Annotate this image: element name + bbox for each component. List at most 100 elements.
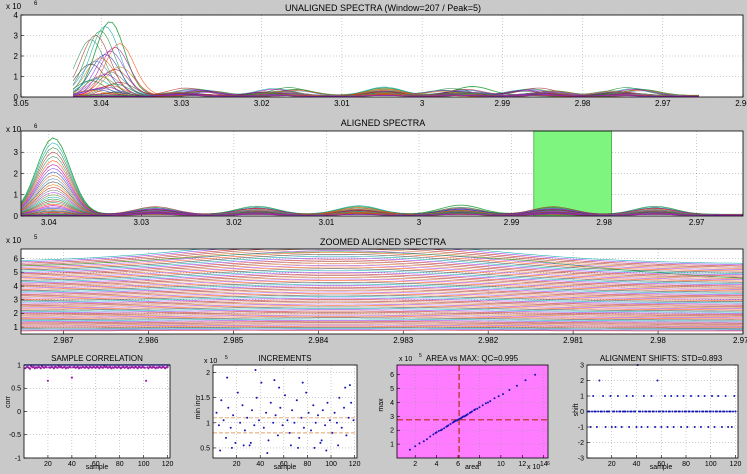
correlation-point — [45, 366, 48, 369]
shifts-plot-area: 20 40 60 80 100 120 -3 -2 -1 0 1 2 3 — [578, 362, 742, 468]
increments-point — [297, 446, 299, 449]
area-vs-max-point — [460, 417, 463, 420]
area-vs-max-panel: AREA vs MAX: QC=0.995 x 10 5 x 10 6 area… — [378, 353, 550, 471]
alignment-shifts-point — [609, 395, 612, 397]
increments-point — [307, 411, 310, 414]
increments-point — [220, 399, 223, 402]
zoomed-series-line — [21, 328, 743, 330]
increments-point — [291, 409, 294, 412]
increments-point — [319, 441, 322, 444]
unaligned-axes-frame — [20, 14, 744, 98]
alignment-shifts-point — [688, 410, 691, 413]
alignment-shifts-point — [642, 395, 645, 397]
increments-point — [217, 424, 220, 427]
increments-point — [251, 409, 253, 412]
aligned-ytick-label: 3 — [14, 148, 19, 157]
alignment-shifts-ytick-label: 0 — [580, 409, 584, 416]
area-vs-max-xtick-label: 6 — [456, 461, 460, 468]
alignment-shifts-point — [670, 395, 673, 397]
zoomed-series-line — [20, 259, 744, 277]
zoomed-exponent-power: 5 — [34, 235, 38, 241]
zoomed-series-line — [21, 313, 743, 317]
unaligned-xtick-label: 3 — [420, 99, 425, 108]
alignment-shifts-point — [649, 410, 652, 413]
increments-point — [227, 406, 230, 409]
unaligned-xtick-label: 2.99 — [495, 99, 511, 108]
alignment-shifts-point — [652, 410, 655, 413]
alignment-shifts-point — [640, 426, 643, 428]
increments-point — [289, 444, 292, 447]
alignment-shifts-xtick-label: 60 — [657, 461, 665, 468]
alignment-shifts-point — [595, 426, 598, 428]
zoomed-series-line — [20, 251, 744, 279]
alignment-shifts-xtick-label: 40 — [633, 461, 641, 468]
increments-point — [305, 391, 308, 394]
increments-point — [343, 406, 345, 409]
alignment-shifts-point — [734, 410, 737, 413]
alignment-shifts-point — [592, 395, 595, 397]
zoomed-ytick-label: 3 — [14, 296, 19, 305]
aligned-ytick-label: 2 — [14, 169, 19, 178]
zoomed-ytick-label: 5 — [14, 268, 19, 277]
increments-point — [348, 384, 351, 387]
increments-xlabel: sample — [274, 464, 297, 471]
shifts-title: ALIGNMENT SHIFTS: STD=0.893 — [600, 354, 723, 363]
alignment-shifts-point — [591, 410, 593, 413]
alignment-shifts-point — [717, 395, 720, 397]
zoomed-series-line — [21, 330, 743, 332]
zoomed-series-line — [20, 318, 743, 322]
alignment-shifts-point — [693, 426, 696, 428]
aligned-ytick-label: 1 — [14, 191, 19, 200]
increments-point — [314, 421, 317, 424]
correlation-xtick-label: 20 — [44, 461, 52, 468]
alignment-shifts-xtick-label: 100 — [705, 461, 717, 468]
alignment-shifts-point — [628, 426, 631, 428]
unaligned-xtick-label: 2.98 — [575, 99, 591, 108]
zoomed-series-line — [21, 270, 743, 284]
zoomed-series-line — [20, 275, 743, 288]
area-vs-max-point — [493, 397, 496, 400]
alignment-shifts-point — [619, 410, 622, 413]
area-vs-max-point — [481, 404, 484, 407]
alignment-shifts-point — [600, 410, 603, 413]
aligned-xtick-label: 2.97 — [689, 218, 705, 227]
increments-point — [300, 416, 303, 419]
area-vs-max-point — [408, 448, 411, 451]
alignment-shifts-point — [713, 426, 716, 428]
unaligned-series-line — [73, 94, 699, 97]
shifts-ylabel: shift — [573, 404, 580, 417]
area-vs-max-point — [489, 400, 492, 403]
shifts-xlabel: sample — [650, 464, 673, 471]
zoomed-xtick-label: 2.979 — [733, 336, 747, 345]
increments-point — [254, 369, 257, 371]
zoomed-series-line — [20, 252, 744, 272]
increments-point — [331, 431, 334, 434]
alignment-shifts-point — [712, 410, 715, 413]
aligned-xtick-label: 3.03 — [134, 218, 150, 227]
zoomed-series-line — [21, 329, 743, 331]
increments-xtick-label: 80 — [304, 461, 312, 468]
alignment-shifts-ytick-label: 1 — [580, 393, 584, 400]
alignment-shifts-point — [672, 426, 675, 428]
alignment-shifts-point — [660, 426, 663, 428]
zoomed-series-line — [20, 266, 743, 282]
increments-point — [295, 399, 298, 402]
alignment-shifts-point — [703, 395, 706, 397]
aligned-exponent-power: 6 — [34, 124, 38, 130]
zoomed-ytick-label: 1 — [14, 323, 19, 332]
increments-xtick-label: 100 — [325, 461, 337, 468]
area-vs-max-point — [524, 379, 527, 382]
zoomed-title: ZOOMED ALIGNED SPECTRA — [320, 237, 446, 247]
increments-point — [267, 439, 270, 442]
increments-axes-frame — [212, 364, 358, 459]
zoomed-series-line — [21, 316, 743, 320]
alignment-shifts-point — [723, 410, 726, 413]
alignment-shifts-point — [598, 379, 601, 382]
alignment-shifts-point — [681, 410, 684, 413]
increments-xtick-label: 40 — [256, 461, 264, 468]
aligned-xtick-label: 3 — [417, 218, 422, 227]
zoomed-series-line — [20, 320, 743, 323]
increments-exponent: x 10 — [204, 358, 217, 365]
unaligned-exponent: x 10 — [6, 2, 22, 11]
